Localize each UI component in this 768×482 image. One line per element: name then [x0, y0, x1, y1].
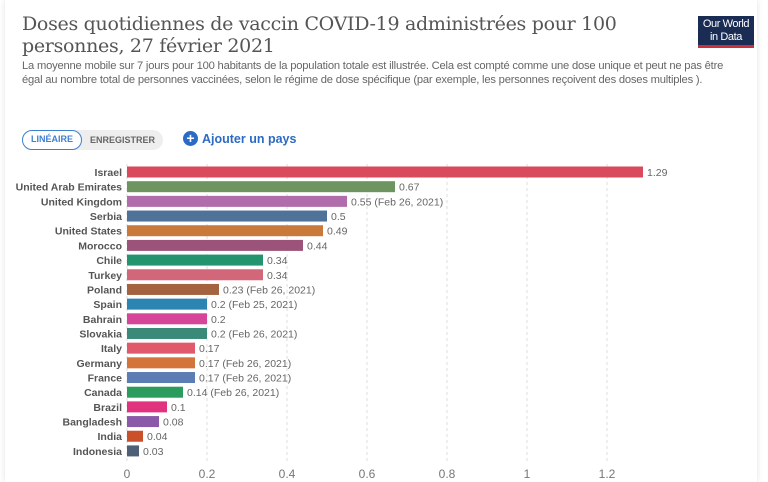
value-label: 0.03 — [143, 446, 164, 458]
bar — [127, 386, 183, 398]
value-label: 0.2 — [211, 314, 226, 326]
value-label: 0.17 — [199, 343, 220, 355]
value-label: 0.23 (Feb 26, 2021) — [223, 284, 315, 296]
value-label: 0.34 — [267, 255, 288, 267]
value-label: 1.29 — [647, 167, 668, 179]
value-label: 0.04 — [147, 431, 168, 443]
value-label: 0.49 — [327, 226, 348, 238]
value-label: 0.1 — [171, 402, 186, 414]
category-label: Bahrain — [83, 314, 122, 326]
x-tick-label: 0.4 — [279, 467, 296, 481]
category-label: Germany — [76, 358, 122, 370]
category-label: Poland — [87, 284, 122, 296]
x-tick-label: 0.8 — [439, 467, 456, 481]
subtitle-line-2: égal au nombre total de personnes vaccin… — [22, 74, 703, 86]
bar — [127, 416, 159, 428]
category-label: Turkey — [88, 270, 122, 282]
category-label: Indonesia — [73, 446, 122, 458]
value-label: 0.2 (Feb 26, 2021) — [211, 328, 297, 340]
category-label: Israel — [95, 167, 123, 179]
category-label: Serbia — [90, 211, 122, 223]
log-scale-button[interactable]: ENREGISTRER — [90, 135, 156, 145]
subtitle-line-1: La moyenne mobile sur 7 jours pour 100 h… — [22, 60, 724, 72]
x-tick-label: 1 — [524, 467, 531, 481]
bar — [127, 283, 219, 295]
owid-logo[interactable]: Our World in Data — [698, 16, 754, 48]
category-label: Canada — [84, 387, 122, 399]
bar — [127, 269, 263, 281]
bar — [127, 342, 195, 354]
category-label: Spain — [93, 299, 122, 311]
category-label: India — [97, 431, 122, 443]
bar — [127, 225, 323, 237]
bar — [127, 195, 347, 207]
bar — [127, 166, 643, 178]
bar — [127, 327, 207, 339]
chart-title: Doses quotidiennes de vaccin COVID-19 ad… — [22, 13, 617, 57]
scale-toggle: LINÉAIRE ENREGISTRER — [22, 130, 164, 150]
value-label: 0.55 (Feb 26, 2021) — [351, 196, 443, 208]
value-label: 0.44 — [307, 240, 328, 252]
x-tick-label: 0.2 — [199, 467, 216, 481]
category-label: Brazil — [93, 402, 122, 414]
value-label: 0.08 — [163, 417, 184, 429]
x-tick-label: 0 — [124, 467, 131, 481]
category-label: Slovakia — [79, 328, 122, 340]
plus-circle-icon: + — [183, 131, 198, 146]
x-tick-label: 1.2 — [599, 467, 616, 481]
bar — [127, 298, 207, 310]
value-label: 0.17 (Feb 26, 2021) — [199, 358, 291, 370]
bar — [127, 239, 303, 251]
category-label: United Arab Emirates — [16, 182, 123, 194]
add-country-button[interactable]: + Ajouter un pays — [183, 131, 296, 146]
chart-subtitle: La moyenne mobile sur 7 jours pour 100 h… — [22, 59, 762, 87]
category-label: Morocco — [78, 240, 122, 252]
value-label: 0.67 — [399, 182, 420, 194]
bar — [127, 445, 139, 457]
bar — [127, 181, 395, 193]
bar — [127, 313, 207, 325]
category-label: Chile — [96, 255, 122, 267]
category-label: France — [88, 373, 123, 385]
category-label: United States — [55, 226, 122, 238]
x-tick-label: 0.6 — [359, 467, 376, 481]
bar — [127, 254, 263, 266]
category-label: Bangladesh — [62, 417, 122, 429]
bar — [127, 357, 195, 369]
bar — [127, 401, 167, 413]
category-label: Italy — [101, 343, 122, 355]
value-label: 0.5 — [331, 211, 346, 223]
value-label: 0.17 (Feb 26, 2021) — [199, 373, 291, 385]
bar — [127, 430, 143, 442]
bar — [127, 210, 327, 222]
linear-scale-button[interactable]: LINÉAIRE — [22, 130, 83, 150]
value-label: 0.2 (Feb 25, 2021) — [211, 299, 297, 311]
add-country-label: Ajouter un pays — [202, 131, 297, 146]
value-label: 0.34 — [267, 270, 288, 282]
value-label: 0.14 (Feb 26, 2021) — [187, 387, 279, 399]
category-label: United Kingdom — [41, 196, 122, 208]
bar — [127, 372, 195, 384]
